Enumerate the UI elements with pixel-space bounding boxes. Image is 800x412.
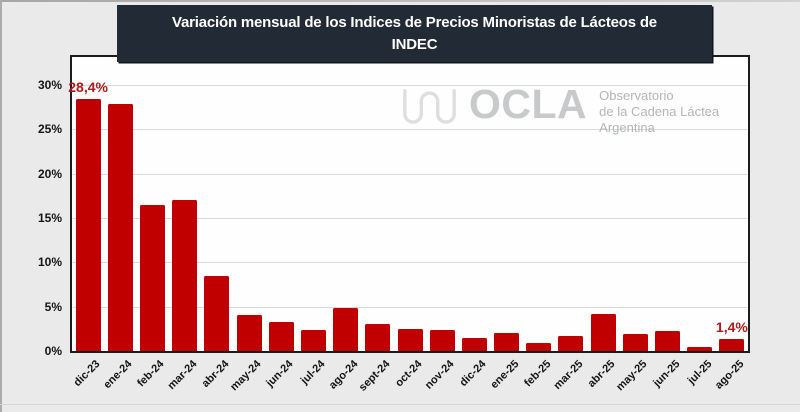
bar-ene-25 bbox=[494, 333, 520, 351]
ocla-tagline-line1: Observatorio bbox=[599, 88, 674, 103]
ocla-watermark: OCLA Observatorio de la Cadena Láctea Ar… bbox=[401, 81, 719, 136]
gridline-15% bbox=[73, 218, 747, 219]
bar-ago-25 bbox=[719, 338, 745, 351]
milk-drip-icon bbox=[403, 88, 456, 124]
y-tick-label-30%: 30% bbox=[37, 78, 62, 92]
gridline-30% bbox=[73, 85, 747, 86]
bar-jun-25 bbox=[655, 331, 681, 351]
bar-ene-24 bbox=[107, 103, 133, 351]
plot-right-border bbox=[748, 55, 750, 353]
bar-abr-24 bbox=[204, 275, 230, 351]
ocla-tagline-line2: de la Cadena Láctea bbox=[599, 104, 720, 119]
bar-jun-24 bbox=[268, 321, 294, 351]
ocla-brand-text: OCLA bbox=[469, 81, 588, 127]
bar-abr-25 bbox=[590, 313, 616, 351]
y-tick-label-20%: 20% bbox=[37, 166, 62, 181]
y-tick-label-10%: 10% bbox=[37, 255, 62, 270]
bar-feb-25 bbox=[526, 343, 552, 351]
bar-nov-24 bbox=[429, 329, 455, 351]
bar-jul-25 bbox=[687, 347, 713, 351]
gridline-25% bbox=[73, 129, 747, 131]
ocla-tagline: Observatorio de la Cadena Láctea Argenti… bbox=[599, 88, 719, 136]
gridline-10% bbox=[73, 262, 747, 264]
bar-dic-23 bbox=[75, 99, 101, 351]
bar-may-24 bbox=[236, 314, 262, 351]
y-tick-label-15%: 15% bbox=[37, 211, 62, 225]
bar-sept-24 bbox=[365, 323, 391, 351]
bar-mar-24 bbox=[172, 200, 198, 351]
y-tick-label-25%: 25% bbox=[37, 122, 62, 137]
bar-may-25 bbox=[622, 334, 648, 351]
gridline-5% bbox=[73, 306, 747, 308]
y-tick-label-0%: 0% bbox=[44, 344, 62, 358]
bar-data-label-dic-23: 28,4% bbox=[68, 79, 108, 96]
bar-mar-25 bbox=[558, 335, 584, 351]
chart-title-line2: INDEC bbox=[391, 36, 438, 53]
chart-title-line1: Variación mensual de los Indices de Prec… bbox=[172, 14, 657, 31]
y-tick-label-5%: 5% bbox=[44, 299, 62, 314]
bar-jul-24 bbox=[300, 329, 326, 351]
window-top-edge bbox=[0, 0, 800, 2]
window-bottom-rule bbox=[0, 404, 800, 405]
bar-ago-24 bbox=[333, 307, 359, 351]
ocla-tagline-line3: Argentina bbox=[599, 120, 655, 135]
chart-title-box: Variación mensual de los Indices de Prec… bbox=[117, 5, 712, 62]
bar-dic-24 bbox=[461, 337, 487, 351]
gridline-20% bbox=[73, 173, 747, 175]
x-axis-line bbox=[70, 351, 750, 353]
bar-oct-24 bbox=[397, 328, 423, 351]
y-axis-line bbox=[70, 55, 72, 353]
bar-feb-24 bbox=[139, 204, 165, 351]
window-left-edge bbox=[0, 0, 2, 412]
bar-data-label-ago-25: 1,4% bbox=[715, 318, 748, 335]
